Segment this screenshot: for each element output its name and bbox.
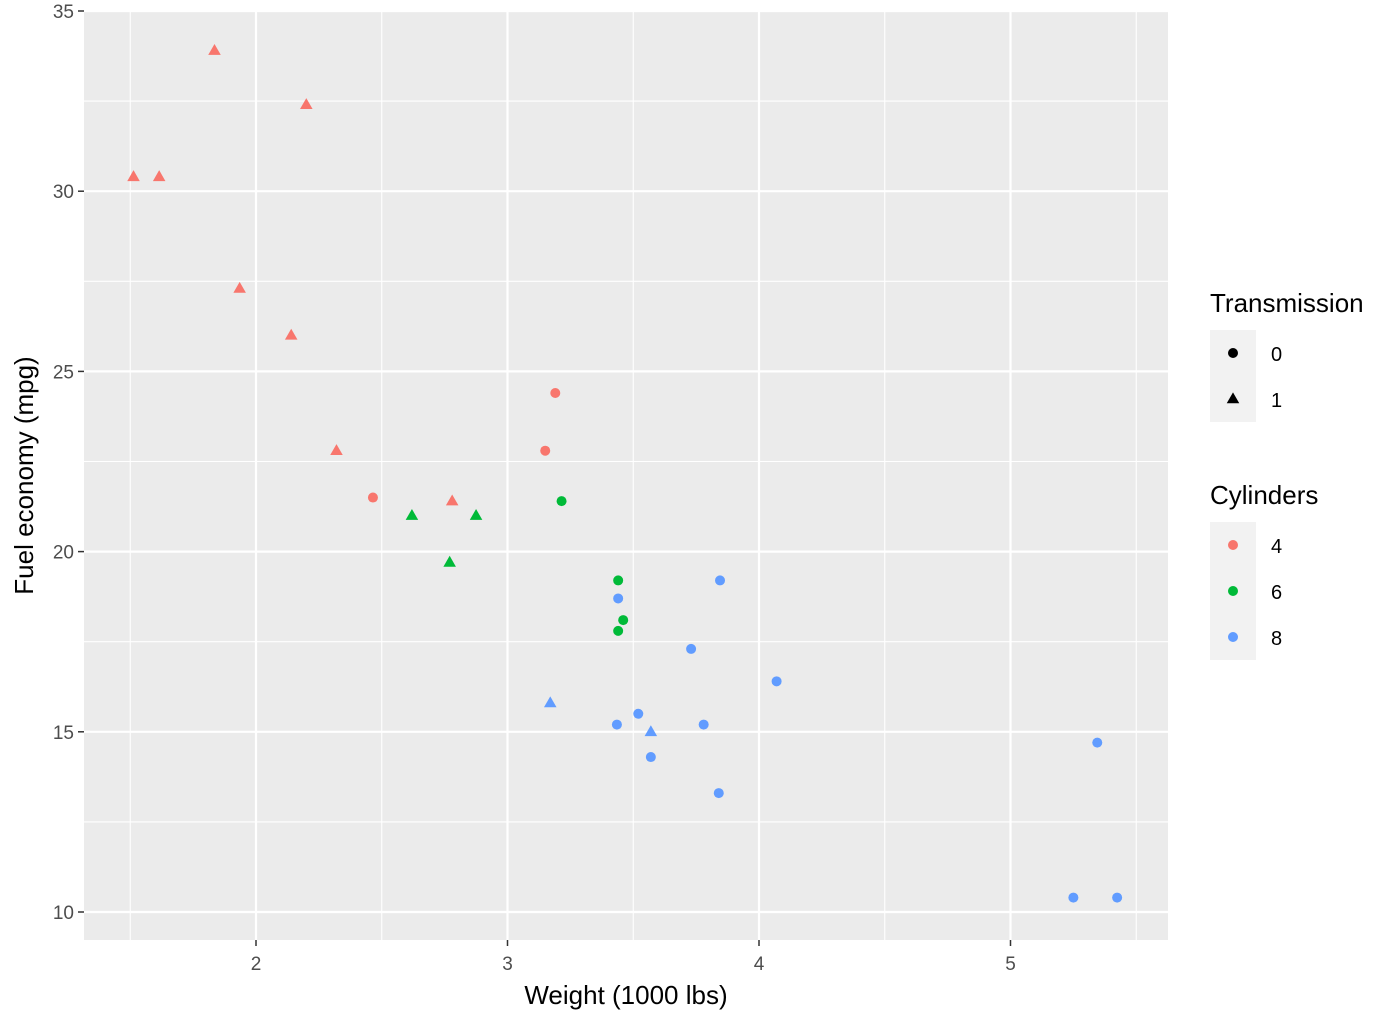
data-point-cyl4-transmission1 <box>284 328 298 340</box>
data-point-cyl6-transmission1 <box>443 555 456 567</box>
legend-key-color <box>1228 586 1238 596</box>
data-point-cyl4-transmission1 <box>330 444 343 455</box>
data-point-cyl8-transmission1 <box>644 725 658 737</box>
data-point-cyl8-transmission0 <box>645 752 656 763</box>
data-point-cyl8-transmission0 <box>715 575 726 586</box>
legend-title-transmission: Transmission <box>1210 288 1364 318</box>
data-point-cyl4-transmission1 <box>233 281 246 293</box>
data-point-cyl6-transmission1 <box>469 508 483 520</box>
data-point-cyl8-transmission0 <box>771 676 782 687</box>
data-point-cyl8-transmission0 <box>713 788 724 799</box>
data-point-cyl8-transmission0 <box>611 719 622 730</box>
data-point-cyl6-transmission0 <box>613 575 624 586</box>
legend: Transmission 0 1 Cylinders 4 6 8 <box>1210 288 1364 660</box>
plot-panel <box>84 11 1168 940</box>
data-point-cyl4-transmission0 <box>367 492 378 503</box>
legend-label-cylinders: 8 <box>1271 628 1282 650</box>
axes: 2 3 4 5 10 15 20 25 30 35 <box>53 2 1016 975</box>
data-point-cyl4-transmission1 <box>152 170 166 182</box>
x-tick-label: 4 <box>754 954 765 975</box>
data-point-cyl4-transmission1 <box>445 494 459 506</box>
legend-key-circle <box>1228 348 1238 358</box>
data-point-cyl4-transmission1 <box>127 170 140 182</box>
legend-title-cylinders: Cylinders <box>1210 480 1318 510</box>
data-point-cyl8-transmission0 <box>1068 892 1079 903</box>
major-gridlines <box>84 9 1168 940</box>
legend-label-cylinders: 4 <box>1271 536 1282 558</box>
data-point-cyl8-transmission1 <box>543 696 557 708</box>
data-points <box>127 44 1123 903</box>
legend-label-cylinders: 6 <box>1271 582 1282 604</box>
y-tick-label: 15 <box>53 723 74 744</box>
data-point-cyl6-transmission0 <box>618 615 629 626</box>
y-tick-label: 10 <box>53 903 74 924</box>
legend-label-transmission: 0 <box>1271 344 1282 366</box>
minor-gridlines <box>84 11 1168 940</box>
data-point-cyl6-transmission1 <box>405 508 419 520</box>
data-point-cyl6-transmission0 <box>613 625 624 636</box>
legend-key-color <box>1228 540 1238 550</box>
x-axis-title: Weight (1000 lbs) <box>524 980 727 1010</box>
data-point-cyl8-transmission0 <box>1092 737 1103 748</box>
x-tick-label: 5 <box>1005 954 1016 975</box>
x-tick-label: 3 <box>502 954 513 975</box>
legend-key-color <box>1228 632 1238 642</box>
y-tick-label: 25 <box>53 362 74 383</box>
data-point-cyl4-transmission0 <box>550 388 561 399</box>
data-point-cyl4-transmission1 <box>300 98 313 109</box>
data-point-cyl6-transmission0 <box>556 496 567 507</box>
data-point-cyl8-transmission0 <box>1112 892 1123 903</box>
y-tick-label: 30 <box>53 182 74 203</box>
legend-key-background <box>1210 330 1256 422</box>
data-point-cyl8-transmission0 <box>686 643 697 654</box>
data-point-cyl4-transmission1 <box>208 44 221 55</box>
y-axis-title: Fuel economy (mpg) <box>9 356 39 594</box>
y-tick-label: 35 <box>53 2 74 23</box>
data-point-cyl4-transmission0 <box>540 445 551 456</box>
data-point-cyl8-transmission0 <box>613 593 624 604</box>
data-point-cyl8-transmission0 <box>633 708 644 719</box>
legend-label-transmission: 1 <box>1271 390 1282 412</box>
legend-key-triangle <box>1226 392 1240 404</box>
x-tick-label: 2 <box>251 954 262 975</box>
y-tick-label: 20 <box>53 543 74 564</box>
data-point-cyl8-transmission0 <box>698 719 709 730</box>
